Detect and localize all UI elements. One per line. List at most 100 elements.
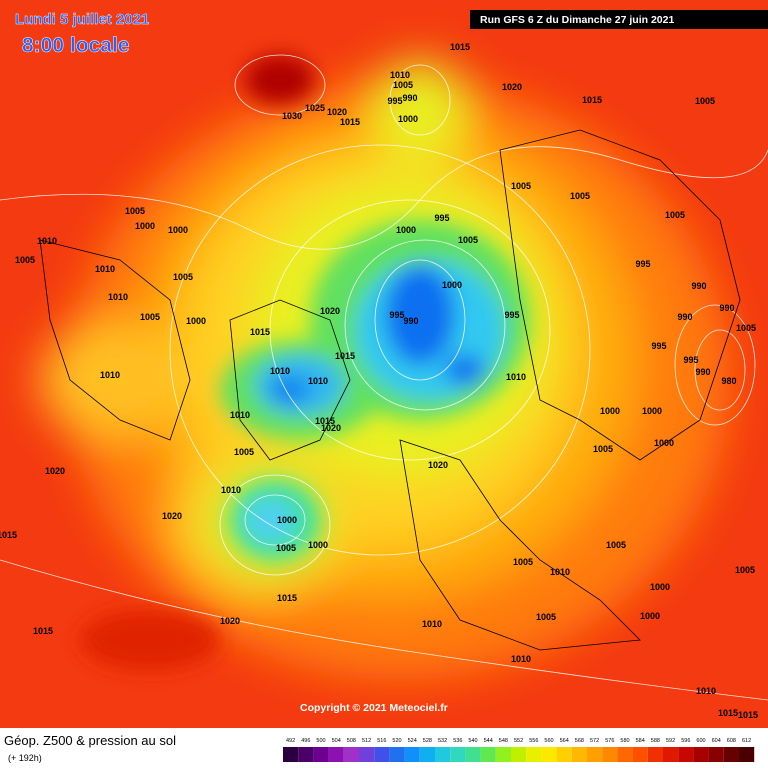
lead-time: (+ 192h) — [8, 753, 42, 763]
isobar-label: 1010 — [308, 376, 328, 386]
scale-swatch — [283, 747, 299, 762]
scale-swatch — [374, 747, 390, 762]
isobar-label: 1005 — [695, 96, 715, 106]
scale-swatch — [632, 747, 648, 762]
isobar-label: 990 — [403, 316, 418, 326]
isobar-label: 1000 — [277, 515, 297, 525]
scale-label: 608 — [727, 738, 736, 744]
isobar-label: 1000 — [654, 438, 674, 448]
scale-label: 592 — [666, 738, 675, 744]
scale-label: 536 — [453, 738, 462, 744]
isobar-label: 1015 — [277, 593, 297, 603]
isobar-label: 1015 — [582, 95, 602, 105]
scale-label: 496 — [301, 738, 310, 744]
scale-swatch — [571, 747, 587, 762]
scale-swatch — [313, 747, 329, 762]
isobar-label: 1020 — [502, 82, 522, 92]
scale-label: 500 — [316, 738, 325, 744]
isobar-label: 1005 — [15, 255, 35, 265]
scale-label: 520 — [392, 738, 401, 744]
scale-swatch — [602, 747, 618, 762]
isobar-label: 1020 — [162, 511, 182, 521]
scale-swatch — [663, 747, 679, 762]
scale-label: 544 — [484, 738, 493, 744]
isobar-label: 1015 — [0, 530, 17, 540]
scale-swatch — [465, 747, 481, 762]
isobar-label: 1020 — [321, 423, 341, 433]
isobar-label: 980 — [721, 376, 736, 386]
scale-label: 604 — [712, 738, 721, 744]
isobar-label: 1000 — [442, 280, 462, 290]
scale-label: 524 — [408, 738, 417, 744]
run-info: Run GFS 6 Z du Dimanche 27 juin 2021 — [480, 14, 674, 26]
scale-label: 528 — [423, 738, 432, 744]
scale-label: 556 — [529, 738, 538, 744]
scale-label: 552 — [514, 738, 523, 744]
isobar-label: 990 — [695, 367, 710, 377]
isobar-label: 1010 — [230, 410, 250, 420]
scale-label: 492 — [286, 738, 295, 744]
scale-swatch — [693, 747, 709, 762]
isobar-label: 1015 — [335, 351, 355, 361]
scale-swatch — [678, 747, 694, 762]
scale-swatch — [435, 747, 451, 762]
isobar-label: 995 — [504, 310, 519, 320]
isobar-label: 1000 — [640, 611, 660, 621]
isobar-label: 1005 — [606, 540, 626, 550]
scale-label: 540 — [468, 738, 477, 744]
date: Lundi 5 juillet 2021 — [15, 11, 149, 28]
scale-label: 572 — [590, 738, 599, 744]
isobar-label: 1000 — [396, 225, 416, 235]
isobar-label: 1010 — [550, 567, 570, 577]
isobar-label: 1010 — [390, 70, 410, 80]
isobar-label: 990 — [691, 281, 706, 291]
scale-swatch — [556, 747, 572, 762]
isobar-label: 1005 — [140, 312, 160, 322]
isobar-label: 1020 — [428, 460, 448, 470]
scale-label: 516 — [377, 738, 386, 744]
scale-swatch — [359, 747, 375, 762]
scale-label: 580 — [620, 738, 629, 744]
isobar-label: 1005 — [593, 444, 613, 454]
isobar-label: 1000 — [398, 114, 418, 124]
scale-label: 564 — [560, 738, 569, 744]
scale-label: 512 — [362, 738, 371, 744]
isobar-label: 990 — [677, 312, 692, 322]
isobar-label: 1010 — [221, 485, 241, 495]
isobar-label: 1020 — [220, 616, 240, 626]
isobar-label: 1010 — [37, 236, 57, 246]
scale-label: 548 — [499, 738, 508, 744]
scale-swatch — [526, 747, 542, 762]
copyright: Copyright © 2021 Meteociel.fr — [300, 702, 448, 714]
scale-label: 596 — [681, 738, 690, 744]
scale-swatch — [480, 747, 496, 762]
isobar-label: 1005 — [393, 80, 413, 90]
scale-swatch — [495, 747, 511, 762]
isobar-label: 1015 — [33, 626, 53, 636]
isobar-label: 1005 — [234, 447, 254, 457]
scale-label: 612 — [742, 738, 751, 744]
scale-swatch — [404, 747, 420, 762]
isobar-label: 1005 — [276, 543, 296, 553]
isobar-label: 1000 — [650, 582, 670, 592]
isobar-label: 1010 — [100, 370, 120, 380]
isobar-label: 995 — [683, 355, 698, 365]
scale-swatch — [739, 747, 755, 762]
scale-swatch — [617, 747, 633, 762]
isobar-label: 1005 — [736, 323, 756, 333]
isobar-label: 990 — [402, 93, 417, 103]
isobar-label: 1010 — [422, 619, 442, 629]
scale-swatch — [389, 747, 405, 762]
isobar-label: 1005 — [536, 612, 556, 622]
isobar-label: 1025 — [305, 103, 325, 113]
scale-label: 532 — [438, 738, 447, 744]
isobar-label: 1000 — [308, 540, 328, 550]
scale-label: 588 — [651, 738, 660, 744]
isobar-label: 1000 — [600, 406, 620, 416]
isobar-label: 1000 — [642, 406, 662, 416]
run-box — [470, 10, 768, 29]
isobar-label: 1000 — [168, 225, 188, 235]
